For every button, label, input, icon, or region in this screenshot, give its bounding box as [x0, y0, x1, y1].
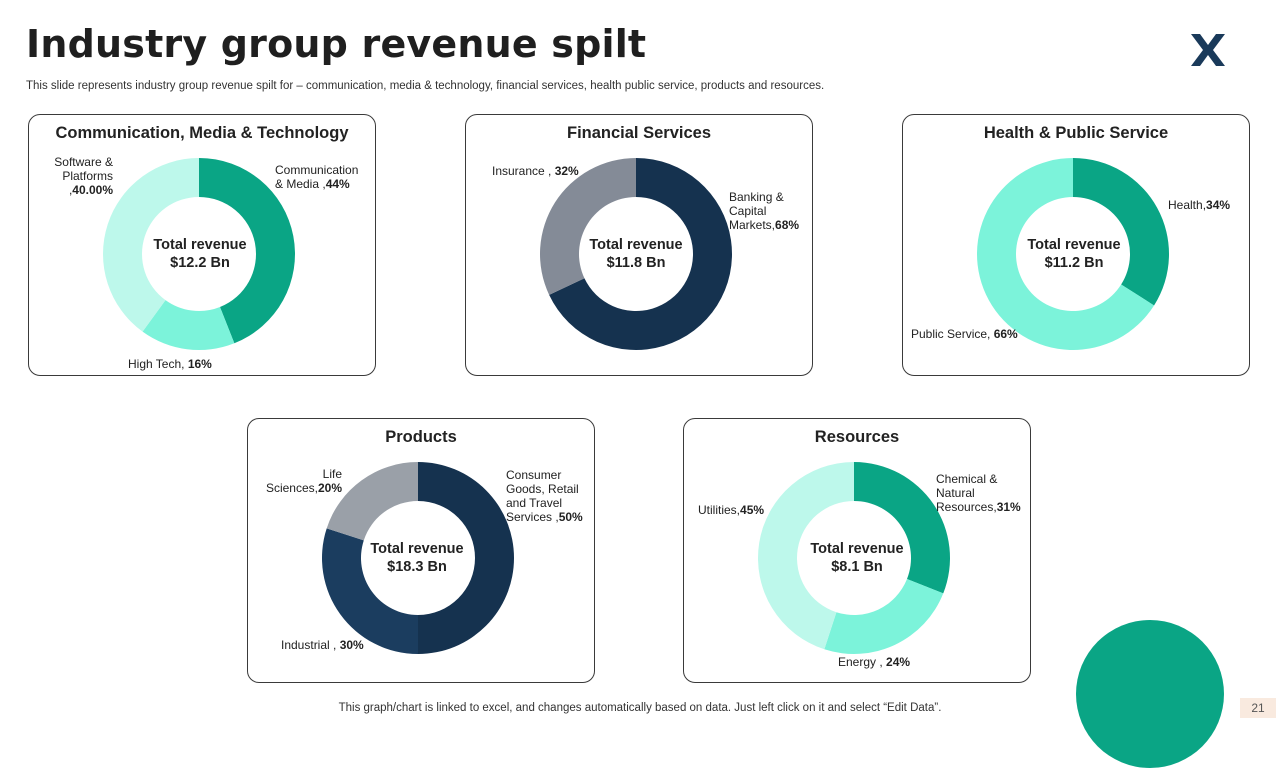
donut-slice-energy[interactable]	[824, 578, 944, 654]
center-text: Total revenue $11.8 Bn	[576, 236, 696, 272]
slice-label-software-platforms: Software & Platforms ,40.00%	[54, 155, 113, 197]
slice-label-value: 50%	[558, 510, 583, 524]
donut-slice-public-service[interactable]	[977, 158, 1155, 350]
center-value: $8.1 Bn	[831, 559, 883, 575]
slice-label-text: Sciences,	[265, 481, 318, 495]
slice-label-insurance: Insurance , 32%	[492, 164, 579, 178]
chart-card-health-public-service[interactable]: Health & Public Service Total revenue $1…	[902, 114, 1250, 376]
slice-label-text: Capital	[729, 204, 767, 218]
slice-label-value: 20%	[317, 481, 342, 495]
slice-label-text: Health,	[1168, 198, 1207, 212]
donut-chart[interactable]	[248, 419, 596, 681]
slice-label-high-tech: High Tech, 16%	[128, 357, 212, 371]
slice-label-health: Health,34%	[1168, 198, 1230, 212]
center-text: Total revenue $8.1 Bn	[797, 540, 917, 576]
slice-label-communication-media: Communication & Media ,44%	[275, 163, 358, 191]
slice-label-text: Markets,	[729, 218, 776, 232]
slice-label-value: 24%	[886, 655, 911, 669]
slice-label-value: 30%	[339, 638, 364, 652]
decorative-circle	[1076, 620, 1224, 768]
slice-label-text: Chemical &	[936, 472, 998, 486]
slice-label-text: ,	[68, 183, 73, 197]
slice-label-value: 66%	[993, 327, 1018, 341]
donut-slice-health[interactable]	[1073, 158, 1169, 306]
slice-label-text: Public Service,	[911, 327, 994, 341]
slice-label-value: 32%	[554, 164, 579, 178]
slice-label-text: Services ,	[506, 510, 559, 524]
slice-label-industrial: Industrial , 30%	[281, 638, 364, 652]
footnote: This graph/chart is linked to excel, and…	[338, 702, 942, 714]
slice-label-life-sciences: Life Sciences,20%	[266, 467, 342, 495]
center-value: $11.2 Bn	[1044, 255, 1104, 271]
donut-slice-industrial[interactable]	[322, 528, 418, 654]
donut-slice-software-platforms[interactable]	[103, 158, 199, 332]
donut-slice-chemical-natural-resources[interactable]	[854, 462, 950, 594]
slice-label-text: Resources,	[936, 500, 997, 514]
chart-title: Resources	[814, 428, 900, 446]
slice-label-text: & Media ,	[275, 177, 326, 191]
slice-label-text: Platforms	[62, 169, 113, 183]
donut-chart[interactable]	[903, 115, 1251, 377]
chart-card-products[interactable]: Products Total revenue $18.3 Bn Consumer…	[247, 418, 595, 683]
page-number: 21	[1240, 698, 1276, 718]
center-label: Total revenue	[370, 541, 464, 557]
page-title: Industry group revenue spilt	[26, 22, 647, 66]
slice-label-utilities: Utilities,45%	[698, 503, 764, 517]
chart-title: Communication, Media & Technology	[55, 124, 349, 142]
slice-label-text: High Tech,	[128, 357, 188, 371]
slice-label-text: Insurance ,	[492, 164, 555, 178]
chart-card-communication-media-technology[interactable]: Communication, Media & Technology Total …	[28, 114, 376, 376]
center-label: Total revenue	[589, 237, 683, 253]
chart-card-financial-services[interactable]: Financial Services Total revenue $11.8 B…	[465, 114, 813, 376]
center-label: Total revenue	[1027, 237, 1121, 253]
slice-label-value: 31%	[996, 500, 1021, 514]
donut-slice-high-tech[interactable]	[142, 300, 235, 350]
center-text: Total revenue $18.3 Bn	[357, 540, 477, 576]
slice-label-text: Life	[322, 467, 342, 481]
donut-slice-life-sciences[interactable]	[326, 462, 418, 541]
page-subtitle: This slide represents industry group rev…	[26, 80, 825, 92]
slice-label-text: Goods, Retail	[506, 482, 579, 496]
slice-label-text: Energy ,	[838, 655, 887, 669]
slice-label-consumer-goods: Consumer Goods, Retail and Travel Services …	[506, 468, 583, 524]
slice-label-text: Communication	[275, 163, 359, 177]
donut-slice-banking-capital-markets[interactable]	[549, 158, 732, 350]
slice-label-text: Utilities,	[698, 503, 741, 517]
donut-slice-communication-media[interactable]	[199, 158, 296, 344]
slice-label-banking-capital-markets: Banking & Capital Markets,68%	[729, 190, 799, 232]
donut-chart[interactable]	[29, 115, 377, 377]
slice-label-text: and Travel	[506, 496, 563, 510]
slice-label-text: Banking &	[729, 190, 784, 204]
center-label: Total revenue	[810, 541, 904, 557]
chart-card-resources[interactable]: Resources Total revenue $8.1 Bn Chemical…	[683, 418, 1031, 683]
slice-label-value: 34%	[1206, 198, 1231, 212]
center-label: Total revenue	[153, 237, 247, 253]
center-value: $12.2 Bn	[170, 255, 230, 271]
donut-chart[interactable]	[466, 115, 814, 377]
center-value: $18.3 Bn	[387, 559, 447, 575]
donut-slice-consumer-goods-retail-and-travel-services[interactable]	[418, 462, 514, 654]
center-value: $11.8 Bn	[606, 255, 666, 271]
donut-slice-utilities[interactable]	[758, 462, 854, 650]
chart-title: Financial Services	[567, 124, 711, 142]
center-text: Total revenue $11.2 Bn	[1014, 236, 1134, 272]
slice-label-energy: Energy , 24%	[838, 655, 910, 669]
slice-label-text: Industrial ,	[281, 638, 340, 652]
x-logo-icon	[1191, 34, 1225, 66]
donut-slice-insurance[interactable]	[540, 158, 636, 295]
slice-label-text: Natural	[936, 486, 975, 500]
slice-label-value: 16%	[187, 357, 212, 371]
chart-title: Health & Public Service	[983, 124, 1169, 142]
chart-title: Products	[385, 428, 457, 446]
slice-label-value: 44%	[325, 177, 350, 191]
donut-chart[interactable]	[684, 419, 1032, 681]
center-text: Total revenue $12.2 Bn	[140, 236, 260, 272]
slice-label-public-service: Public Service, 66%	[911, 327, 1018, 341]
slice-label-chemical-natural-resources: Chemical & Natural Resources,31%	[936, 472, 1021, 514]
slice-label-value: 40.00%	[72, 183, 113, 197]
slice-label-value: 45%	[740, 503, 765, 517]
slice-label-value: 68%	[775, 218, 800, 232]
slice-label-text: Consumer	[506, 468, 562, 482]
slice-label-text: Software &	[54, 155, 113, 169]
